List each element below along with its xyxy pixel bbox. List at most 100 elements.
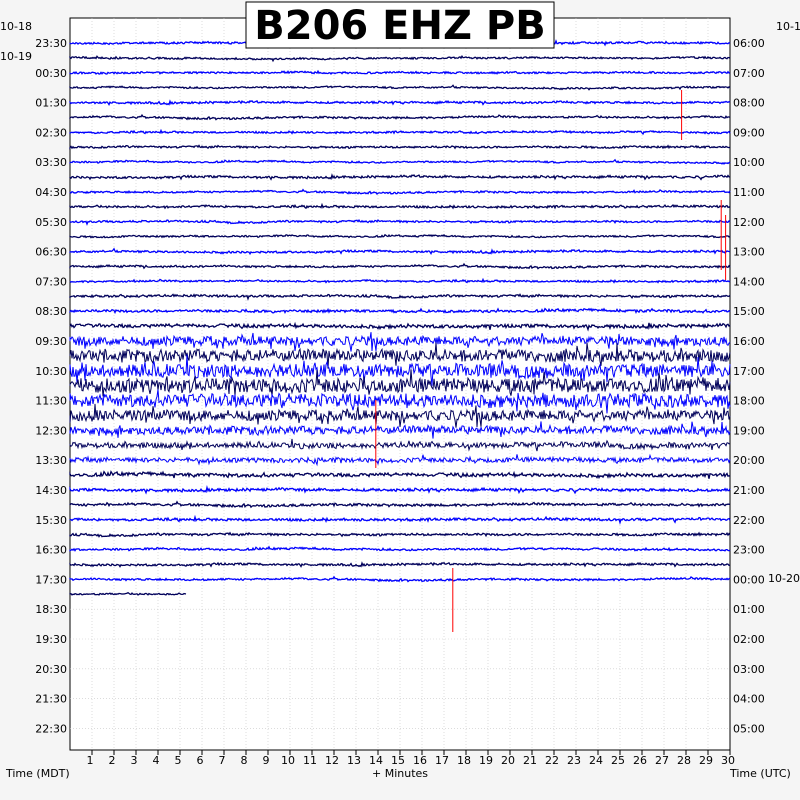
trace-row-19 [69, 321, 731, 332]
trace-row-3 [69, 84, 731, 91]
right-tick-label: 16:00 [733, 335, 765, 348]
right-tick-label: 15:00 [733, 305, 765, 318]
trace-row-31 [69, 500, 731, 509]
x-tick-label: 25 [611, 754, 625, 767]
x-tick-label: 13 [347, 754, 361, 767]
chart-title: B206 EHZ PB [254, 3, 545, 49]
trace-row-8 [69, 158, 731, 165]
right-tick-label: 20:00 [733, 454, 765, 467]
trace-row-17 [69, 293, 731, 301]
right-tick-label: 14:00 [733, 275, 765, 288]
left-tick-label: 06:30 [35, 246, 67, 259]
right-axis-ticks: 06:00 07:00 08:00 09:00 10:00 11:00 12:00 13:00… [733, 37, 765, 735]
trace-row-25 [69, 403, 731, 428]
trace-row-29 [69, 470, 731, 480]
right-tick-label: 17:00 [733, 365, 765, 378]
right-tick-label: 11:00 [733, 186, 765, 199]
x-tick-label: 24 [589, 754, 603, 767]
trace-row-30 [69, 484, 731, 495]
x-tick-label: 6 [197, 754, 204, 767]
right-tick-label: 00:00 [733, 573, 765, 586]
left-tick-label: 15:30 [35, 514, 67, 527]
x-tick-label: 10 [281, 754, 295, 767]
x-tick-label: 19 [479, 754, 493, 767]
right-axis-title: Time (UTC) [729, 767, 791, 780]
x-axis-ticks: 1 2 3 4 5 6 7 8 9 10 11 12 13 14 15 16 17 18 19 20 21 22 23 24 2… [87, 750, 735, 767]
trace-row-22 [69, 354, 731, 386]
x-tick-label: 22 [545, 754, 559, 767]
x-tick-label: 3 [131, 754, 138, 767]
trace-row-35 [69, 561, 731, 568]
left-tick-label: 01:30 [35, 97, 67, 110]
x-tick-label: 29 [699, 754, 713, 767]
left-tick-label: 00:30 [35, 67, 67, 80]
right-date-label-1: 10-1 [776, 20, 800, 33]
right-tick-label: 13:00 [733, 246, 765, 259]
right-tick-label: 18:00 [733, 395, 765, 408]
x-tick-label: 18 [457, 754, 471, 767]
right-tick-label: 09:00 [733, 126, 765, 139]
x-tick-label: 11 [303, 754, 317, 767]
x-tick-label: 17 [435, 754, 449, 767]
left-tick-label: 17:30 [35, 573, 67, 586]
event-markers [375, 90, 727, 632]
trace-row-2 [69, 69, 731, 76]
right-date-label-2: 10-20 [768, 572, 800, 585]
right-tick-label: 05:00 [733, 722, 765, 735]
left-tick-label: 23:30 [35, 37, 67, 50]
left-date-label-2: 10-19 [0, 50, 32, 63]
left-axis-ticks: 23:30 00:30 01:30 02:30 03:30 04:30 05:30 06:30… [35, 37, 67, 735]
trace-row-37 [69, 591, 187, 596]
left-tick-label: 13:30 [35, 454, 67, 467]
x-tick-label: 21 [523, 754, 537, 767]
trace-row-26 [69, 421, 731, 439]
left-tick-label: 04:30 [35, 186, 67, 199]
trace-row-23 [69, 369, 731, 397]
seismic-traces [69, 38, 731, 596]
trace-row-1 [69, 54, 731, 63]
left-tick-label: 18:30 [35, 603, 67, 616]
trace-row-14 [69, 247, 731, 256]
right-tick-label: 02:00 [733, 633, 765, 646]
left-tick-label: 11:30 [35, 395, 67, 408]
left-tick-label: 21:30 [35, 693, 67, 706]
title-box [245, 1, 555, 49]
left-tick-label: 19:30 [35, 633, 67, 646]
x-tick-label: 12 [325, 754, 339, 767]
x-axis-title: + Minutes [372, 767, 428, 780]
x-tick-label: 8 [241, 754, 248, 767]
left-tick-label: 22:30 [35, 722, 67, 735]
trace-row-27 [69, 438, 731, 452]
x-tick-label: 30 [721, 754, 735, 767]
right-tick-label: 22:00 [733, 514, 765, 527]
x-tick-label: 27 [655, 754, 669, 767]
left-tick-label: 16:30 [35, 544, 67, 557]
x-tick-label: 28 [677, 754, 691, 767]
left-tick-label: 20:30 [35, 663, 67, 676]
trace-row-32 [69, 514, 731, 525]
x-tick-label: 16 [413, 754, 427, 767]
trace-row-15 [69, 262, 731, 270]
left-tick-label: 10:30 [35, 365, 67, 378]
left-tick-label: 05:30 [35, 216, 67, 229]
left-axis-title: Time (MDT) [5, 767, 70, 780]
left-tick-label: 07:30 [35, 275, 67, 288]
x-tick-label: 9 [263, 754, 270, 767]
x-tick-label: 5 [175, 754, 182, 767]
left-tick-label: 09:30 [35, 335, 67, 348]
right-tick-label: 03:00 [733, 663, 765, 676]
x-tick-label: 2 [109, 754, 116, 767]
left-tick-label: 08:30 [35, 305, 67, 318]
x-tick-label: 23 [567, 754, 581, 767]
right-tick-label: 21:00 [733, 484, 765, 497]
trace-row-9 [69, 173, 731, 181]
x-tick-label: 26 [633, 754, 647, 767]
right-tick-label: 19:00 [733, 424, 765, 437]
trace-row-6 [69, 128, 731, 136]
trace-row-36 [69, 575, 731, 583]
trace-row-13 [69, 233, 731, 239]
trace-row-10 [69, 188, 731, 195]
right-tick-label: 01:00 [733, 603, 765, 616]
left-tick-label: 03:30 [35, 156, 67, 169]
